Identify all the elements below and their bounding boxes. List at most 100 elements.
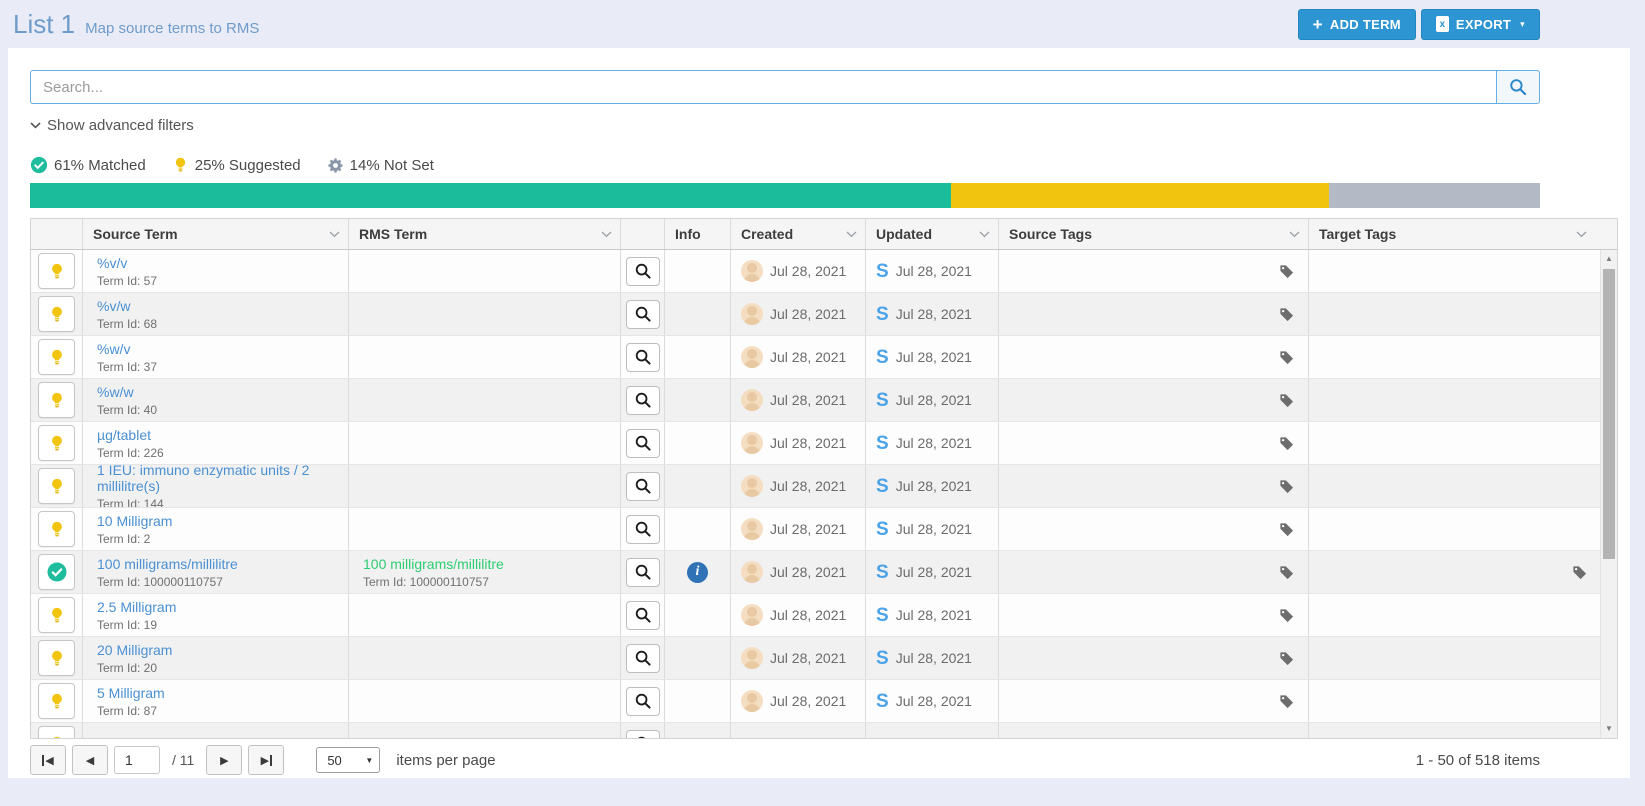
info-icon[interactable]: i <box>687 561 708 583</box>
system-s-logo-icon: S <box>876 690 889 712</box>
updated-date: Jul 28, 2021 <box>895 435 972 451</box>
source-term-id: Term Id: 37 <box>97 359 158 374</box>
source-term-id: Term Id: 68 <box>97 316 158 331</box>
page-number-input[interactable] <box>114 746 160 774</box>
source-tag-icon[interactable] <box>1279 608 1294 623</box>
created-cell: Jul 28, 2021 <box>731 465 866 507</box>
row-search-button[interactable] <box>625 729 660 738</box>
sort-chevron-icon[interactable] <box>979 231 990 238</box>
status-button[interactable] <box>38 425 75 461</box>
source-term-id: Term Id: 2 <box>97 531 151 546</box>
source-tag-icon[interactable] <box>1279 522 1294 537</box>
status-button[interactable] <box>38 468 75 504</box>
status-cell <box>31 465 83 507</box>
status-button[interactable] <box>38 640 75 676</box>
search-cell <box>621 250 665 292</box>
scroll-up-icon[interactable]: ▲ <box>1605 254 1613 263</box>
first-page-button[interactable]: ◀ <box>30 745 66 775</box>
sort-chevron-icon[interactable] <box>1289 231 1300 238</box>
progress-matched <box>30 183 952 208</box>
user-avatar-icon <box>741 346 763 368</box>
search-input[interactable] <box>30 70 1496 104</box>
arrow-left-icon: ◀ <box>45 754 54 767</box>
source-term-link[interactable]: 10 Milligram <box>97 512 173 529</box>
scrollbar-thumb[interactable] <box>1603 269 1615 559</box>
header-target-tags: Target Tags <box>1309 219 1617 249</box>
add-term-button[interactable]: + ADD TERM <box>1297 8 1416 40</box>
sort-chevron-icon[interactable] <box>846 231 857 238</box>
system-s-logo-icon: S <box>876 518 889 540</box>
created-date: Jul 28, 2021 <box>770 349 847 365</box>
source-term-link[interactable]: 100 milligrams/millilitre <box>97 555 238 572</box>
status-button[interactable] <box>38 597 75 633</box>
row-search-button[interactable] <box>625 471 660 501</box>
status-button[interactable] <box>38 296 75 332</box>
source-term-cell: 1 IEU: immuno enzymatic units / 2 millil… <box>83 465 349 507</box>
status-button[interactable] <box>38 253 75 289</box>
source-tags-cell <box>999 293 1309 335</box>
status-button[interactable] <box>38 511 75 547</box>
rms-term-link[interactable]: 100 milligrams/millilitre <box>363 555 504 572</box>
source-term-link[interactable]: %w/v <box>97 340 131 357</box>
source-tag-icon[interactable] <box>1279 436 1294 451</box>
page-size-select[interactable]: 50 ▼ <box>316 747 381 773</box>
row-search-button[interactable] <box>625 299 660 329</box>
terms-table: Source Term RMS Term Info Created Update… <box>30 218 1618 739</box>
prev-page-button[interactable]: ◀ <box>72 745 108 775</box>
search-cell <box>621 465 665 507</box>
sort-chevron-icon[interactable] <box>329 231 340 238</box>
source-term-link[interactable]: µg/tablet <box>97 426 151 443</box>
sort-chevron-icon[interactable] <box>1576 231 1587 238</box>
status-button[interactable] <box>38 382 75 418</box>
updated-date: Jul 28, 2021 <box>895 693 972 709</box>
status-button[interactable] <box>38 339 75 375</box>
progress-suggested <box>951 183 1329 208</box>
export-button[interactable]: x EXPORT ▾ <box>1420 8 1540 40</box>
table-scrollbar[interactable]: ▲ ▼ <box>1600 250 1617 738</box>
last-page-button[interactable]: ▶ <box>248 745 285 775</box>
search-cell <box>621 551 665 593</box>
row-search-button[interactable] <box>625 643 660 673</box>
row-search-button[interactable] <box>625 342 660 372</box>
row-search-button[interactable] <box>625 256 660 286</box>
row-search-button[interactable] <box>625 557 660 587</box>
check-circle-icon <box>47 562 66 582</box>
source-tag-icon[interactable] <box>1279 565 1294 580</box>
source-tag-icon[interactable] <box>1279 651 1294 666</box>
next-page-button[interactable]: ▶ <box>206 745 243 775</box>
toolbar-buttons: + ADD TERM x EXPORT ▾ <box>1297 8 1540 40</box>
source-tag-icon[interactable] <box>1279 479 1294 494</box>
source-term-link[interactable]: 20 Milligram <box>97 641 173 658</box>
source-term-link[interactable]: %v/v <box>97 254 128 271</box>
search-button[interactable] <box>1496 70 1540 104</box>
source-term-id: Term Id: 20 <box>97 660 158 675</box>
sort-chevron-icon[interactable] <box>601 231 612 238</box>
status-button[interactable] <box>38 554 75 590</box>
target-tag-icon[interactable] <box>1572 565 1587 580</box>
rms-term-cell <box>349 594 621 636</box>
source-tag-icon[interactable] <box>1279 694 1294 709</box>
source-tag-icon[interactable] <box>1279 307 1294 322</box>
scroll-down-icon[interactable]: ▼ <box>1605 724 1613 733</box>
status-button[interactable] <box>38 683 75 719</box>
source-term-link[interactable]: %w/w <box>97 383 134 400</box>
search-cell <box>621 336 665 378</box>
source-tag-icon[interactable] <box>1279 393 1294 408</box>
source-term-link[interactable]: %v/w <box>97 297 131 314</box>
source-term-link[interactable]: 5 Milligram <box>97 684 165 701</box>
source-term-link[interactable]: 2.5 Milligram <box>97 598 177 615</box>
source-term-link[interactable]: 1 IEU: immuno enzymatic units / 2 millil… <box>97 465 310 494</box>
row-search-button[interactable] <box>625 385 660 415</box>
row-search-button[interactable] <box>625 600 660 630</box>
progress-not_set <box>1328 183 1540 208</box>
source-tag-icon[interactable] <box>1279 350 1294 365</box>
status-button[interactable] <box>38 726 75 738</box>
created-cell: Jul 28, 2021 <box>731 680 866 722</box>
row-search-button[interactable] <box>625 428 660 458</box>
row-search-button[interactable] <box>625 686 660 716</box>
rms-term-cell: 100 milligrams/millilitre Term Id: 10000… <box>349 551 621 593</box>
system-s-logo-icon: S <box>876 432 889 454</box>
show-advanced-filters-toggle[interactable]: Show advanced filters <box>30 117 194 134</box>
source-tag-icon[interactable] <box>1279 264 1294 279</box>
row-search-button[interactable] <box>625 514 660 544</box>
